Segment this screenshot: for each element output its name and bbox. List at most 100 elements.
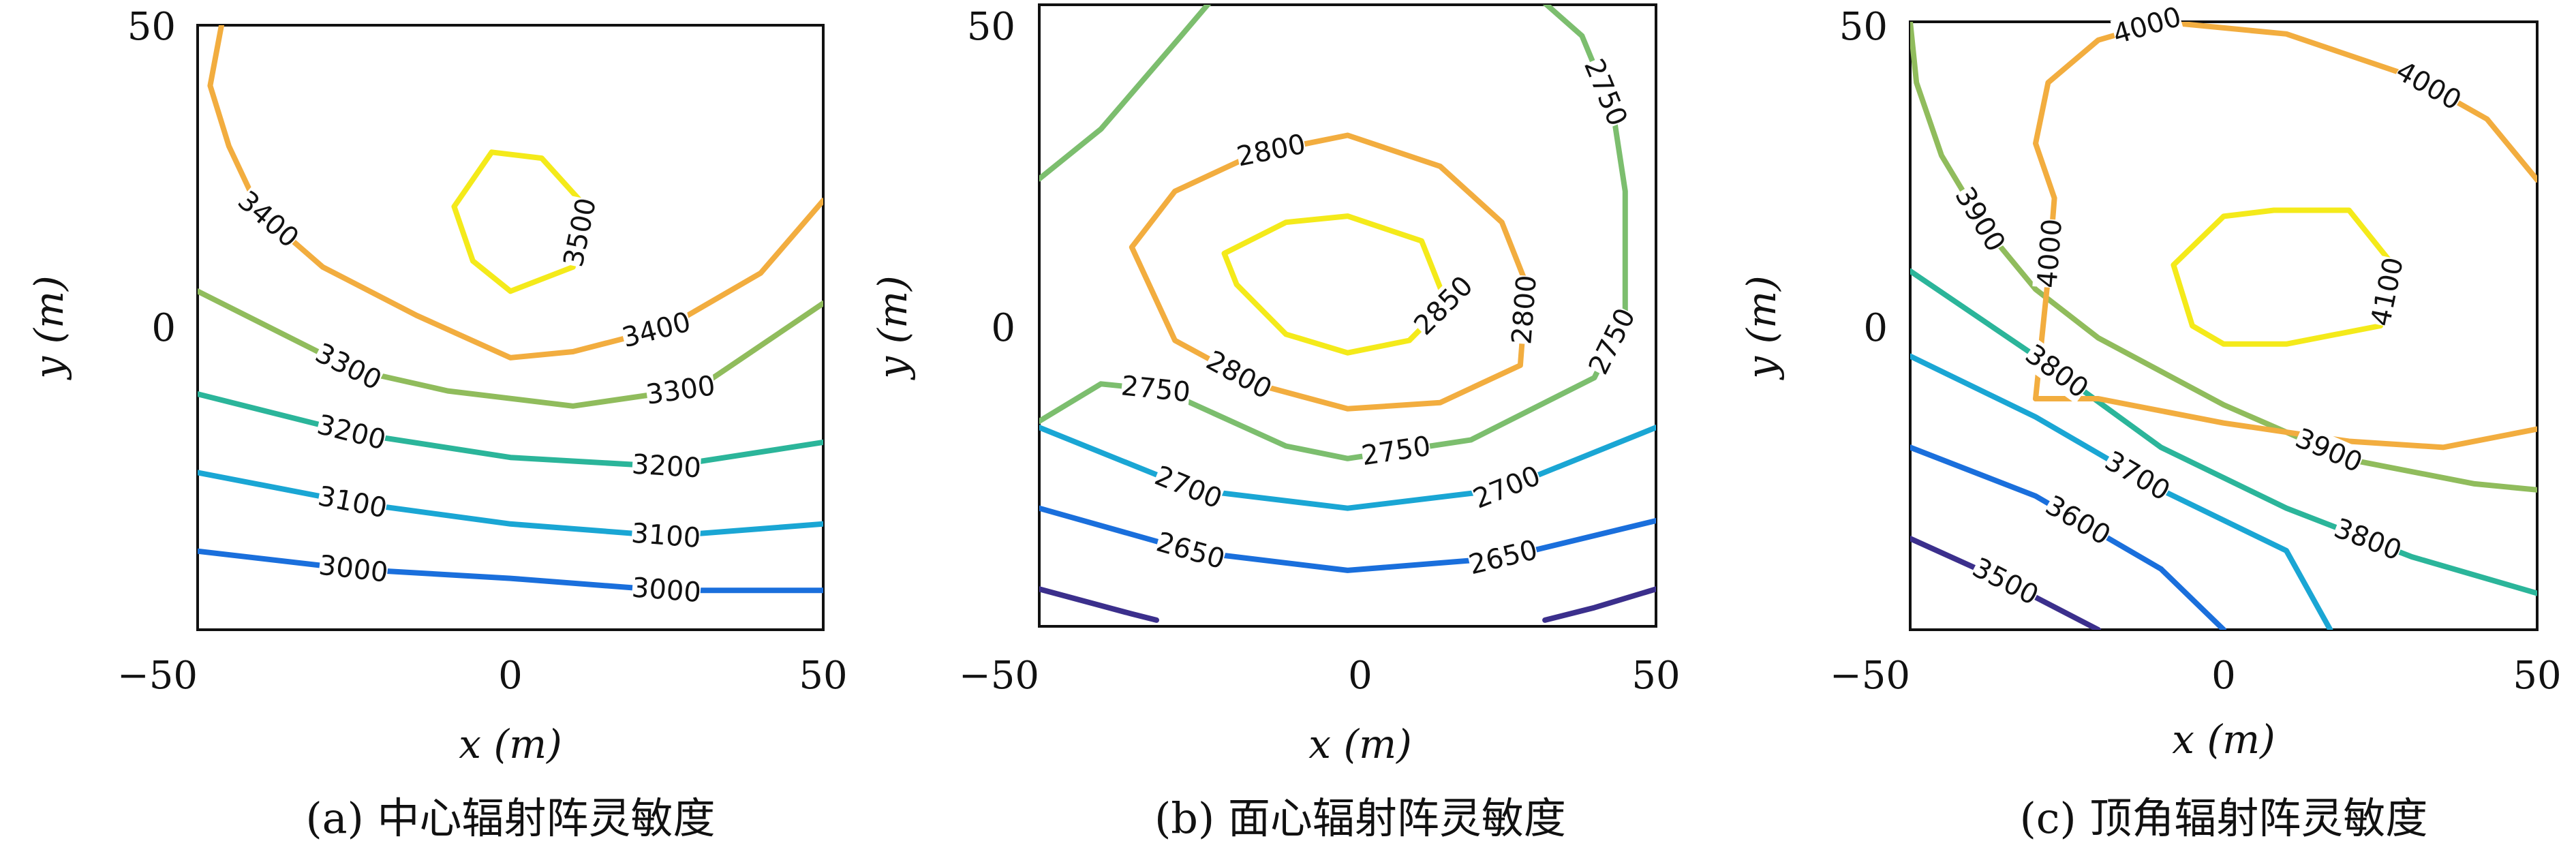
panel-a-contour-label-bg: [630, 518, 701, 554]
panel-a-contour-label-bg: [645, 371, 717, 410]
panel-b-contour-label-2800: 2800: [1201, 345, 1276, 406]
panel-b-contour-label-bg: [1151, 461, 1226, 515]
panel-b-ytick-50: 50: [967, 5, 1015, 49]
panel-b-contour-label-2800: 2800: [1506, 274, 1543, 346]
panel-a-ytick-0: 0: [151, 306, 176, 350]
panel-c-contour-label-bg: [2020, 339, 2094, 404]
panel-c-contour-label-bg: [2110, 1, 2184, 50]
panel-a-contour-label-3500: 3500: [557, 195, 602, 269]
panel-b-contour-2800: [1129, 132, 1529, 412]
panel-b-xlabel: x (m): [1308, 721, 1411, 767]
panel-c-contour-3600: [1910, 444, 2226, 630]
panel-b-contour-label-bg: [1469, 461, 1544, 515]
panel-c-xtick-0: 0: [2211, 654, 2236, 698]
panel-a-contour-label-bg: [314, 410, 388, 456]
panel-a-ylabel: y (m): [26, 275, 72, 380]
panel-c-contour-label-4000: 4000: [2109, 1, 2185, 51]
panel-a-contour-label-3300: 3300: [644, 370, 717, 411]
panel-a-contour-3100: [198, 470, 823, 539]
panel-a-contour-3200: [198, 391, 823, 470]
panel-b-contour-label-2750: 2750: [1583, 303, 1642, 380]
panel-a-contours: [198, 25, 823, 594]
panel-c-contour-label-bg: [2040, 490, 2115, 551]
panel-c-ytick-0: 0: [1863, 306, 1888, 350]
panel-b-contour-label-bg: [1201, 346, 1276, 405]
panel-b-contour-2600: [1039, 586, 1159, 623]
panel-a-contour-label-bg: [631, 572, 702, 609]
panel-c-xtick-50: 50: [2513, 654, 2561, 698]
panel-b-contour-2850: [1221, 213, 1450, 356]
panel-c-caption: (c) 顶角辐射阵灵敏度: [2020, 793, 2428, 843]
panel-b-contour-label-bg: [1360, 431, 1432, 472]
panel-c-contour-3700: [1910, 353, 2333, 630]
panel-a-frame: [196, 24, 825, 631]
panel-c-contour-label-4000: 4000: [2031, 217, 2068, 289]
panel-b-contour-label-bg: [1120, 371, 1191, 408]
panel-a-xtick-neg50: −50: [117, 654, 198, 698]
panel-c-contour-label-bg: [2330, 513, 2406, 566]
panel-b-contour-label-2750: 2750: [1120, 370, 1192, 408]
panel-c-ylabel: y (m): [1738, 275, 1785, 380]
panel-b-contours: [1039, 5, 1656, 623]
panel-a-contour-label-3400: 3400: [619, 306, 694, 354]
panel-b-contour-label-bg: [1235, 129, 1308, 172]
panel-b-contour-label-2800: 2800: [1234, 128, 1308, 172]
panel-c-contour-label-3500: 3500: [1967, 552, 2044, 612]
panel-a-contour-label-3100: 3100: [316, 480, 390, 524]
panel-a-caption: (a) 中心辐射阵灵敏度: [305, 793, 715, 843]
panel-a-contour-label-bg: [316, 481, 389, 524]
panel-c-contour-label-3700: 3700: [2100, 445, 2175, 507]
panel-a-contour-label-3200: 3200: [314, 409, 389, 456]
panel-c-contour-label-4000: 4000: [2391, 55, 2466, 117]
panel-b-contour-label-2850: 2850: [1408, 270, 1479, 341]
panel-a-contour-label-bg: [232, 185, 304, 254]
panel-b-xtick-50: 50: [1631, 654, 1680, 698]
panel-b-contour-2650: [1039, 505, 1656, 573]
panel-b-xtick-0: 0: [1348, 654, 1373, 698]
panel-c-ytick-50: 50: [1839, 5, 1888, 49]
panel-b-frame: [1038, 3, 1657, 628]
panel-b-contour-label-2700: 2700: [1469, 460, 1545, 515]
panel-b-contour-label-2750: 2750: [1578, 55, 1633, 131]
panel-a-contour-3300: [198, 288, 823, 409]
panel-b-ytick-0: 0: [991, 306, 1015, 350]
panel-c-contour-label-bg: [2365, 255, 2409, 328]
panel-c-contour-4100: [2171, 207, 2396, 347]
panel-b-contour-label-bg: [1467, 535, 1540, 581]
panel-a-contour-3400: [207, 25, 823, 361]
panel-b-contour-label-bg: [1578, 55, 1633, 130]
panel-c-contour-label-3800: 3800: [2019, 339, 2094, 405]
panel-c-contour-4000: [2033, 396, 2537, 450]
panel-b-contour-label-2700: 2700: [1150, 460, 1227, 515]
panel-c-xlabel: x (m): [2172, 716, 2275, 763]
panel-c: 3500360037003800380039003900400040004000…: [1738, 1, 2562, 843]
panel-c-xtick-neg50: −50: [1830, 654, 1910, 698]
panel-a-contour-label-3000: 3000: [630, 572, 702, 609]
panel-b-contour-label-bg: [1583, 304, 1641, 379]
panel-a-contour-3000: [198, 548, 823, 594]
panel-c-contour-labels: 3500360037003800380039003900400040004000…: [1948, 1, 2466, 612]
panel-b-contour-2700: [1039, 425, 1656, 511]
panel-c-contour-label-3900: 3900: [1948, 182, 2011, 258]
panel-b-contour-label-bg: [1153, 527, 1228, 575]
panel-b-caption: (b) 面心辐射阵灵敏度: [1154, 793, 1566, 843]
panel-a-xtick-50: 50: [799, 654, 847, 698]
panel-a-contour-label-bg: [311, 338, 386, 396]
panel-b-ylabel: y (m): [870, 275, 916, 380]
panel-b-contour-2750: [1039, 5, 1212, 182]
panel-b-contour-label-2650: 2650: [1466, 534, 1541, 581]
panel-a-contour-label-bg: [631, 449, 702, 484]
panel-a-contour-label-bg: [318, 550, 389, 588]
panel-a-ytick-50: 50: [127, 5, 176, 49]
panel-a-contour-label-3300: 3300: [310, 337, 386, 397]
panel-a-xlabel: x (m): [459, 721, 562, 767]
panel-a-contour-label-bg: [619, 307, 694, 354]
panel-c-contour-3800: [1910, 268, 2537, 596]
panel-b-contour-label-bg: [1409, 271, 1479, 341]
panel-b-xtick-neg50: −50: [959, 654, 1039, 698]
panel-c-contour-label-bg: [1949, 182, 2011, 257]
